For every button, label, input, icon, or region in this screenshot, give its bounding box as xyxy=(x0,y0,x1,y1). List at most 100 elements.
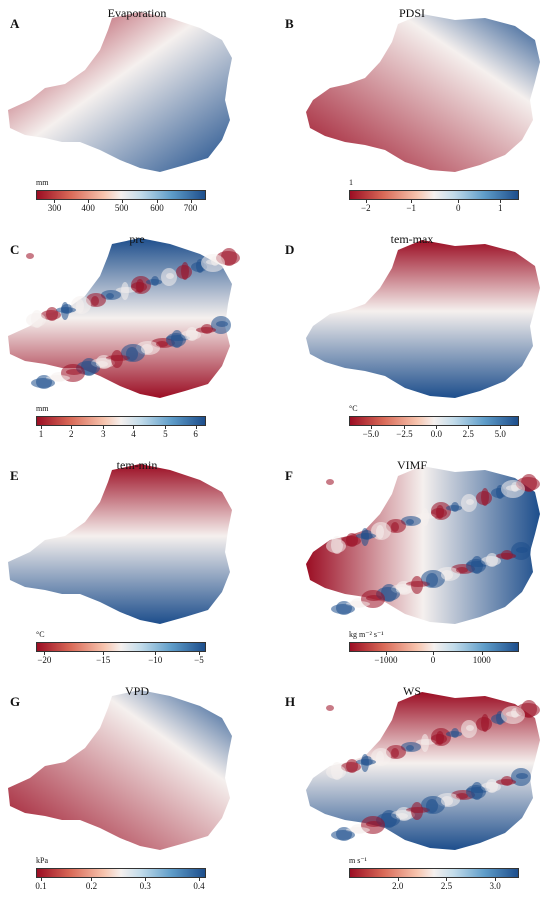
panel-title: tem-min xyxy=(116,458,158,472)
map-texture xyxy=(446,505,462,511)
map-texture xyxy=(126,347,138,361)
colorbar-tick-mark xyxy=(481,652,483,655)
colorbar-tick-label: −10 xyxy=(148,655,163,665)
map-texture xyxy=(146,279,162,285)
colorbar-tick-mark xyxy=(54,200,56,203)
colorbar-tick-label: 5.0 xyxy=(494,429,506,439)
map-texture xyxy=(406,745,414,751)
map-texture xyxy=(361,754,369,772)
map-texture xyxy=(201,254,225,272)
map-texture xyxy=(41,310,61,320)
colorbar-tick-mark xyxy=(133,426,135,429)
colorbar-tick-mark xyxy=(41,426,43,429)
map-texture xyxy=(481,556,501,566)
colorbar-tick-label: −1 xyxy=(406,203,416,213)
colorbar-tick-mark xyxy=(88,200,90,203)
map-region xyxy=(306,692,540,850)
map-texture xyxy=(166,333,186,347)
map-texture xyxy=(426,573,438,587)
colorbar-tick-mark xyxy=(495,878,497,881)
map-texture xyxy=(331,604,355,614)
map-texture xyxy=(176,265,192,279)
colorbar-tick-mark xyxy=(411,200,413,203)
map-texture xyxy=(456,567,468,573)
colorbar-tick-label: 2.0 xyxy=(392,881,404,891)
colorbar-tick-label: 400 xyxy=(81,203,95,213)
colorbar-tick-label: −20 xyxy=(37,655,52,665)
panel-h: H WS m s⁻¹ 2.0 2.5 3.0 xyxy=(275,678,550,903)
map-texture xyxy=(121,282,129,300)
colorbar-tick-mark xyxy=(103,426,105,429)
map-texture xyxy=(461,494,477,512)
colorbar-tick-mark xyxy=(91,878,93,881)
colorbar-tick-label: −2.5 xyxy=(396,429,413,439)
map-texture xyxy=(91,296,99,306)
map-texture xyxy=(391,522,399,532)
colorbar-tick-label: 600 xyxy=(150,203,164,213)
colorbar-tick-label: −1000 xyxy=(374,655,398,665)
map-texture xyxy=(346,827,370,833)
map-texture xyxy=(456,793,468,799)
colorbar-tick-label: 0.4 xyxy=(193,881,205,891)
colorbar xyxy=(349,416,519,426)
map-texture xyxy=(426,799,438,813)
panel-label: H xyxy=(285,694,296,709)
colorbar-tick-label: −2 xyxy=(361,203,371,213)
colorbar-tick-label: −15 xyxy=(96,655,111,665)
colorbar-unit: mm xyxy=(36,178,49,187)
panel-title: tem-max xyxy=(390,232,434,246)
map-texture xyxy=(511,768,531,786)
colorbar-tick-mark xyxy=(165,426,167,429)
colorbar-tick-mark xyxy=(145,878,147,881)
panel-label: A xyxy=(10,16,20,31)
map-region xyxy=(306,466,540,624)
map-region xyxy=(8,464,232,624)
colorbar-tick-label: 0.0 xyxy=(430,429,442,439)
colorbar-tick-label: 1 xyxy=(38,429,44,439)
map-region xyxy=(306,240,540,398)
map-b xyxy=(306,14,540,172)
colorbar-tick-mark xyxy=(190,200,192,203)
map-texture xyxy=(96,361,108,367)
colorbar-tick-mark xyxy=(385,652,387,655)
map-texture xyxy=(131,282,147,292)
colorbar-tick-label: 0 xyxy=(430,655,436,665)
map-f xyxy=(306,466,540,624)
panel-title: WS xyxy=(403,684,421,698)
map-texture xyxy=(341,762,361,772)
map-texture xyxy=(496,779,516,785)
colorbar-tick-mark xyxy=(397,878,399,881)
colorbar-tick-mark xyxy=(458,200,460,203)
map-texture xyxy=(411,802,423,820)
colorbar-unit: °C xyxy=(36,630,45,639)
map-texture xyxy=(26,313,46,327)
map-texture xyxy=(341,536,361,546)
map-texture xyxy=(421,508,429,526)
colorbar-tick-label: 3 xyxy=(100,429,106,439)
panel-f: F VIMF kg m⁻² s⁻¹ −1000 0 1000 xyxy=(275,452,550,677)
map-texture xyxy=(156,341,168,347)
colorbar-tick-mark xyxy=(446,878,448,881)
colorbar-tick-label: 0.1 xyxy=(35,881,47,891)
colorbar-tick-mark xyxy=(468,426,470,429)
colorbar-tick-mark xyxy=(370,426,372,429)
colorbar-tick-label: 2 xyxy=(69,429,74,439)
colorbar-tick-mark xyxy=(71,426,73,429)
colorbar-tick-mark xyxy=(44,652,46,655)
colorbar-tick-label: 2.5 xyxy=(462,429,474,439)
panel-b: B PDSI 1 −2 −1 0 1 xyxy=(275,0,550,225)
panel-label: C xyxy=(10,242,20,257)
colorbar-tick-mark xyxy=(156,200,158,203)
map-texture xyxy=(496,553,516,559)
colorbar-tick-mark xyxy=(155,652,157,655)
map-texture xyxy=(331,830,355,840)
colorbar-tick-mark xyxy=(500,426,502,429)
map-texture xyxy=(476,491,492,505)
map-region xyxy=(8,690,232,850)
map-texture xyxy=(431,734,447,744)
colorbar-tick-label: 1000 xyxy=(472,655,491,665)
colorbar-tick-mark xyxy=(436,426,438,429)
map-texture xyxy=(446,731,462,737)
